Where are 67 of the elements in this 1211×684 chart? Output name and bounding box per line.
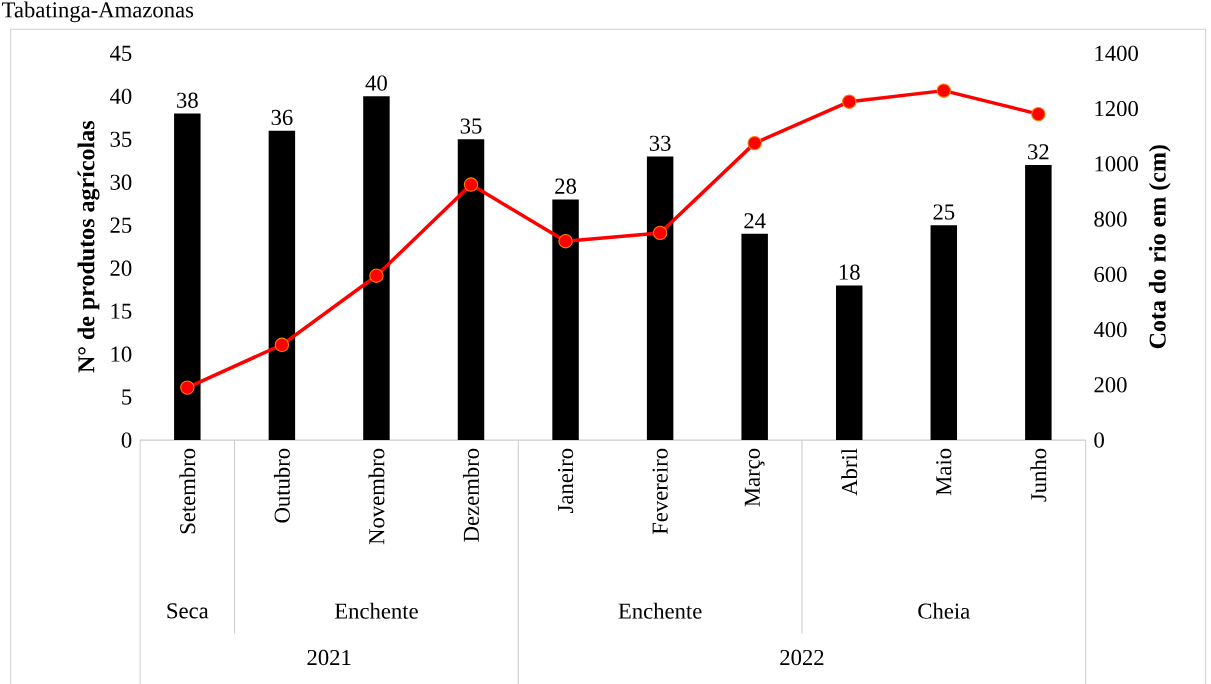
y-tick-label: 5 — [122, 389, 132, 405]
point — [936, 83, 952, 98]
x-tick-label: Junho — [1030, 448, 1047, 502]
y2-tick-label: 200 — [1094, 377, 1127, 393]
point — [274, 337, 290, 352]
y-tick-label: 20 — [110, 260, 132, 276]
bar — [741, 233, 768, 441]
bar — [930, 225, 958, 441]
point — [1031, 106, 1046, 122]
y2-tick-label: 400 — [1093, 321, 1127, 338]
data-label: 25 — [933, 204, 955, 220]
x-tick-label: Maio — [936, 448, 952, 496]
y2-tick-label: 1200 — [1095, 100, 1138, 117]
y-tick-label: 30 — [110, 174, 132, 190]
point — [747, 135, 762, 151]
y2-tick-label: 1400 — [1095, 45, 1138, 61]
x-tick-label: Janeiro — [557, 448, 574, 513]
y-tick-label: 35 — [110, 131, 132, 147]
y2-tick-label: 600 — [1094, 266, 1127, 282]
text: Cheia — [918, 602, 970, 619]
point — [842, 94, 857, 109]
point — [180, 380, 195, 395]
data-label: 33 — [649, 135, 671, 151]
y-tick-label: 25 — [110, 217, 132, 233]
point — [652, 225, 668, 241]
bar — [268, 130, 296, 441]
x-tick-label: Setembro — [179, 448, 196, 534]
text: Enchente — [618, 602, 702, 619]
data-label: 18 — [839, 264, 860, 280]
data-label: 28 — [555, 178, 577, 194]
y-tick-label: 15 — [111, 303, 132, 319]
x-tick-label: Outubro — [273, 448, 290, 523]
text: Seca — [167, 603, 209, 619]
data-label: 38 — [177, 92, 198, 108]
bar — [174, 113, 201, 441]
data-label: 36 — [271, 109, 293, 126]
x-tick-label: Fevereiro — [652, 448, 668, 535]
y2-tick-label: 0 — [1094, 432, 1104, 448]
data-label: 35 — [460, 118, 482, 134]
x-tick-label: Março — [744, 448, 765, 507]
bar — [363, 96, 390, 441]
x-tick-label: Dezembro — [463, 448, 479, 542]
y-tick-label: 10 — [111, 346, 132, 362]
x-tick-label: Abril — [841, 448, 858, 496]
data-label: 32 — [1028, 144, 1049, 160]
y2-tick-label: 800 — [1094, 211, 1127, 227]
data-label: 24 — [744, 213, 766, 229]
data-label: 40 — [365, 75, 387, 91]
bar — [552, 199, 579, 441]
y-tick-label: 0 — [121, 432, 132, 448]
point — [558, 233, 573, 249]
text: 2021 — [307, 649, 351, 666]
y-tick-label: 45 — [109, 45, 132, 61]
y-tick-label: 40 — [109, 88, 132, 104]
y2-axis-title: Cota do rio em (cm) — [1148, 145, 1171, 349]
point — [463, 177, 479, 192]
point — [369, 268, 384, 283]
y-axis-title: N° de produtos agrícolas — [77, 120, 100, 373]
bar — [457, 139, 485, 441]
x-tick-label: Novembro — [368, 448, 385, 545]
chart-title: Tabatinga-Amazonas — [2, 1, 194, 23]
bar — [836, 285, 863, 441]
text: 2022 — [780, 649, 824, 666]
bar — [1025, 165, 1052, 441]
bar — [646, 156, 674, 441]
text: Enchente — [334, 602, 418, 619]
y2-tick-label: 1000 — [1095, 156, 1138, 172]
